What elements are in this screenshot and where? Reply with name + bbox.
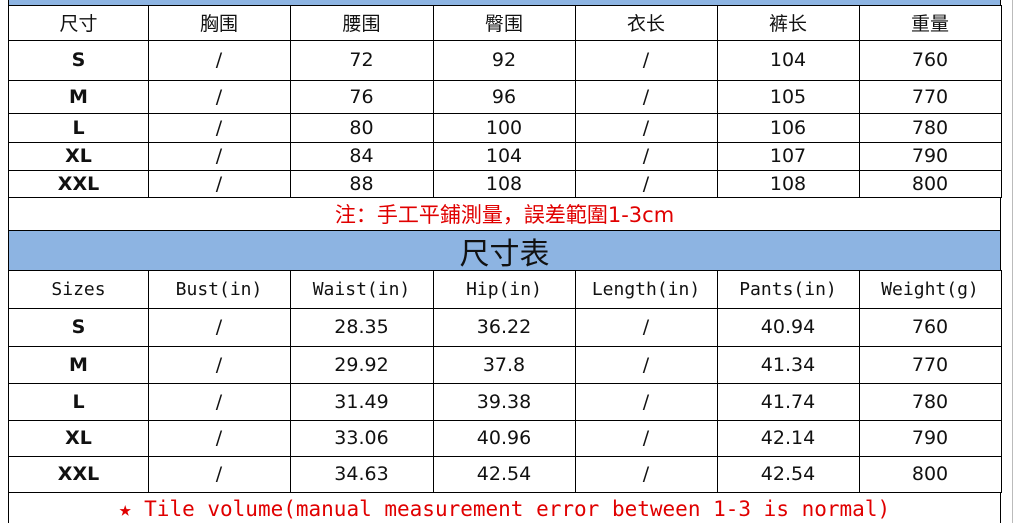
table-cell: XXL bbox=[8, 170, 149, 198]
table-cell: / bbox=[575, 308, 718, 347]
table-cell: 40.94 bbox=[717, 308, 860, 347]
table-cell: 31.49 bbox=[290, 383, 434, 421]
table-cell: 104 bbox=[717, 40, 860, 81]
table-cell: 100 bbox=[433, 113, 576, 143]
header-cell: 臀围 bbox=[433, 5, 576, 41]
table-cell: 108 bbox=[433, 170, 576, 198]
table-cell: / bbox=[148, 383, 291, 421]
table-cell: 96 bbox=[433, 80, 576, 114]
table-cell: / bbox=[148, 170, 291, 198]
table-cell: S bbox=[8, 40, 149, 81]
table-cell: 76 bbox=[290, 80, 434, 114]
table-cell: / bbox=[575, 420, 718, 457]
table-cell: 780 bbox=[859, 383, 1002, 421]
table-cell: 42.54 bbox=[433, 456, 576, 493]
table-cell: / bbox=[575, 170, 718, 198]
table-cell: M bbox=[8, 80, 149, 114]
table-cell: 108 bbox=[717, 170, 860, 198]
table-cell: 800 bbox=[859, 456, 1002, 493]
table-cell: 780 bbox=[859, 113, 1002, 143]
table-cell: 72 bbox=[290, 40, 434, 81]
table-cell: 104 bbox=[433, 142, 576, 171]
table-cell: / bbox=[148, 346, 291, 384]
table-cell: M bbox=[8, 346, 149, 384]
bottom-title: 尺寸表 bbox=[8, 230, 1001, 272]
bottom-note: ★ Tile volume(manual measurement error b… bbox=[8, 492, 1001, 523]
header-cell: Hip(in) bbox=[433, 270, 576, 309]
table-cell: 28.35 bbox=[290, 308, 434, 347]
table-cell: 107 bbox=[717, 142, 860, 171]
table-cell: / bbox=[575, 456, 718, 493]
table-cell: 88 bbox=[290, 170, 434, 198]
header-cell: Bust(in) bbox=[148, 270, 291, 309]
table-cell: / bbox=[148, 420, 291, 457]
table-cell: 41.74 bbox=[717, 383, 860, 421]
header-cell: 衣长 bbox=[575, 5, 718, 41]
header-cell: Sizes bbox=[8, 270, 149, 309]
table-cell: / bbox=[575, 80, 718, 114]
header-cell: Length(in) bbox=[575, 270, 718, 309]
table-cell: 92 bbox=[433, 40, 576, 81]
table-cell: / bbox=[148, 308, 291, 347]
header-cell: 裤长 bbox=[717, 5, 860, 41]
table-cell: 760 bbox=[859, 40, 1002, 81]
window-edge bbox=[1012, 0, 1013, 523]
table-cell: / bbox=[148, 456, 291, 493]
header-cell: 重量 bbox=[859, 5, 1002, 41]
table-cell: / bbox=[148, 113, 291, 143]
table-cell: 36.22 bbox=[433, 308, 576, 347]
table-cell: 29.92 bbox=[290, 346, 434, 384]
table-cell: XL bbox=[8, 420, 149, 457]
table-cell: 770 bbox=[859, 346, 1002, 384]
table-cell: / bbox=[148, 80, 291, 114]
table-cell: 33.06 bbox=[290, 420, 434, 457]
table-cell: L bbox=[8, 113, 149, 143]
table-cell: / bbox=[575, 346, 718, 384]
table-cell: 84 bbox=[290, 142, 434, 171]
table-cell: 34.63 bbox=[290, 456, 434, 493]
top-note: 注：手工平鋪測量，誤差範圍1-3cm bbox=[8, 197, 1001, 231]
table-cell: 39.38 bbox=[433, 383, 576, 421]
table-cell: 37.8 bbox=[433, 346, 576, 384]
table-cell: 760 bbox=[859, 308, 1002, 347]
header-cell: 胸围 bbox=[148, 5, 291, 41]
table-cell: 790 bbox=[859, 420, 1002, 457]
table-cell: 40.96 bbox=[433, 420, 576, 457]
header-cell: Waist(in) bbox=[290, 270, 434, 309]
table-cell: 106 bbox=[717, 113, 860, 143]
table-cell: / bbox=[575, 142, 718, 171]
table-cell: / bbox=[575, 113, 718, 143]
table-cell: XL bbox=[8, 142, 149, 171]
table-cell: 80 bbox=[290, 113, 434, 143]
table-cell: / bbox=[575, 40, 718, 81]
table-cell: 800 bbox=[859, 170, 1002, 198]
table-cell: L bbox=[8, 383, 149, 421]
table-cell: 41.34 bbox=[717, 346, 860, 384]
table-cell: / bbox=[575, 383, 718, 421]
header-cell: 尺寸 bbox=[8, 5, 149, 41]
table-cell: 105 bbox=[717, 80, 860, 114]
table-cell: S bbox=[8, 308, 149, 347]
table-cell: XXL bbox=[8, 456, 149, 493]
table-cell: 42.54 bbox=[717, 456, 860, 493]
header-cell: Weight(g) bbox=[859, 270, 1002, 309]
top-band bbox=[8, 0, 1001, 6]
table-cell: 770 bbox=[859, 80, 1002, 114]
header-cell: Pants(in) bbox=[717, 270, 860, 309]
table-cell: 42.14 bbox=[717, 420, 860, 457]
table-cell: 790 bbox=[859, 142, 1002, 171]
header-cell: 腰围 bbox=[290, 5, 434, 41]
table-cell: / bbox=[148, 40, 291, 81]
table-cell: / bbox=[148, 142, 291, 171]
